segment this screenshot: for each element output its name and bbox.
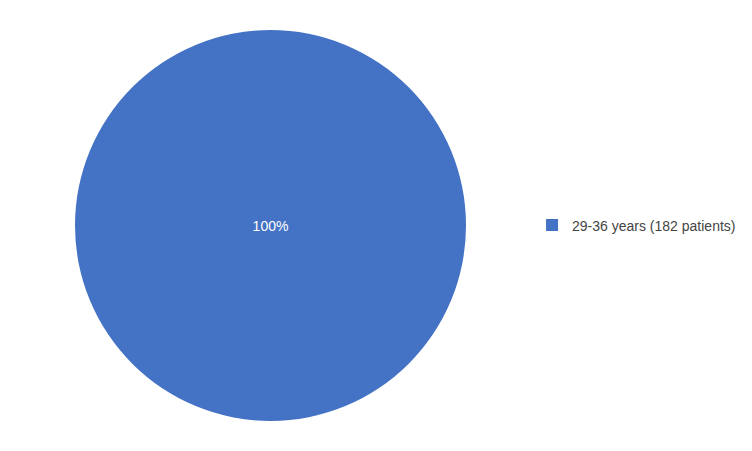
svg-text:29-36 years (182 patients): 29-36 years (182 patients): [572, 218, 735, 234]
svg-text:100%: 100%: [253, 218, 289, 234]
